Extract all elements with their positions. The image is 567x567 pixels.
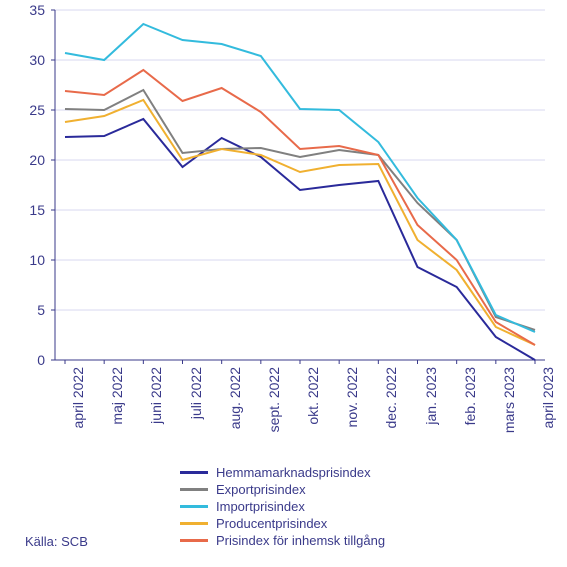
y-axis-labels: 05101520253035 — [0, 10, 50, 360]
legend-swatch — [180, 488, 208, 491]
chart-legend: Hemmamarknadsprisindex Exportprisindex Imp… — [180, 465, 385, 550]
legend-swatch — [180, 539, 208, 542]
x-tick-label: dec. 2022 — [383, 367, 399, 457]
x-tick-label: april 2023 — [540, 367, 556, 457]
legend-item: Exportprisindex — [180, 482, 385, 497]
y-tick-label: 0 — [37, 352, 45, 368]
chart-plot-area — [55, 10, 545, 360]
legend-swatch — [180, 471, 208, 474]
legend-swatch — [180, 522, 208, 525]
legend-item: Producentprisindex — [180, 516, 385, 531]
legend-item: Importprisindex — [180, 499, 385, 514]
legend-swatch — [180, 505, 208, 508]
x-tick-label: aug. 2022 — [227, 367, 243, 457]
y-tick-label: 25 — [29, 102, 45, 118]
source-label: Källa: SCB — [25, 534, 88, 549]
legend-label: Producentprisindex — [216, 516, 327, 531]
x-axis-labels: april 2022 maj 2022 juni 2022 juli 2022 aug.… — [55, 365, 545, 465]
legend-label: Hemmamarknadsprisindex — [216, 465, 371, 480]
x-tick-label: juli 2022 — [188, 367, 204, 457]
legend-label: Prisindex för inhemsk tillgång — [216, 533, 385, 548]
x-tick-label: okt. 2022 — [305, 367, 321, 457]
legend-label: Importprisindex — [216, 499, 305, 514]
y-tick-label: 10 — [29, 252, 45, 268]
legend-label: Exportprisindex — [216, 482, 306, 497]
x-tick-label: april 2022 — [70, 367, 86, 457]
y-tick-label: 30 — [29, 52, 45, 68]
legend-item: Prisindex för inhemsk tillgång — [180, 533, 385, 548]
x-tick-label: nov. 2022 — [344, 367, 360, 457]
x-tick-label: juni 2022 — [148, 367, 164, 457]
x-tick-label: sept. 2022 — [266, 367, 282, 457]
y-tick-label: 35 — [29, 2, 45, 18]
y-tick-label: 5 — [37, 302, 45, 318]
x-tick-label: mars 2023 — [501, 367, 517, 457]
x-tick-label: maj 2022 — [109, 367, 125, 457]
y-tick-label: 15 — [29, 202, 45, 218]
legend-item: Hemmamarknadsprisindex — [180, 465, 385, 480]
y-tick-label: 20 — [29, 152, 45, 168]
x-tick-label: jan. 2023 — [423, 367, 439, 457]
x-tick-label: feb. 2023 — [462, 367, 478, 457]
